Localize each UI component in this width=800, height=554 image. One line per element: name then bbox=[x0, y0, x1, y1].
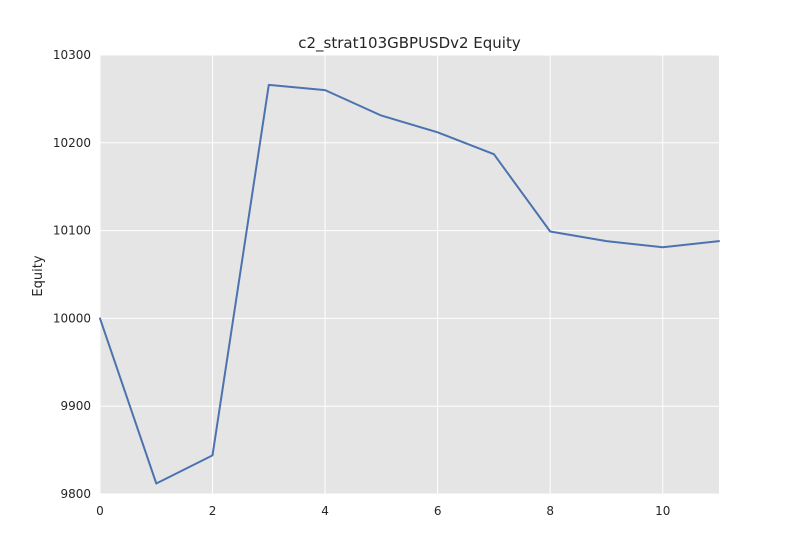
y-tick-label: 9900 bbox=[60, 399, 91, 413]
plot-area bbox=[100, 55, 719, 494]
y-tick-label: 10000 bbox=[53, 311, 91, 325]
y-tick-label: 10200 bbox=[53, 136, 91, 150]
y-tick-label: 10300 bbox=[53, 48, 91, 62]
chart-title: c2_strat103GBPUSDv2 Equity bbox=[298, 34, 521, 53]
x-tick-label: 8 bbox=[546, 504, 554, 518]
x-tick-label: 4 bbox=[321, 504, 329, 518]
x-tick-label: 10 bbox=[655, 504, 670, 518]
y-tick-label: 10100 bbox=[53, 224, 91, 238]
equity-series-line bbox=[99, 83, 720, 485]
y-axis-label: Equity bbox=[31, 255, 46, 296]
y-tick-label: 9800 bbox=[60, 487, 91, 501]
x-tick-label: 0 bbox=[96, 504, 104, 518]
x-tick-label: 6 bbox=[434, 504, 442, 518]
x-tick-label: 2 bbox=[209, 504, 217, 518]
